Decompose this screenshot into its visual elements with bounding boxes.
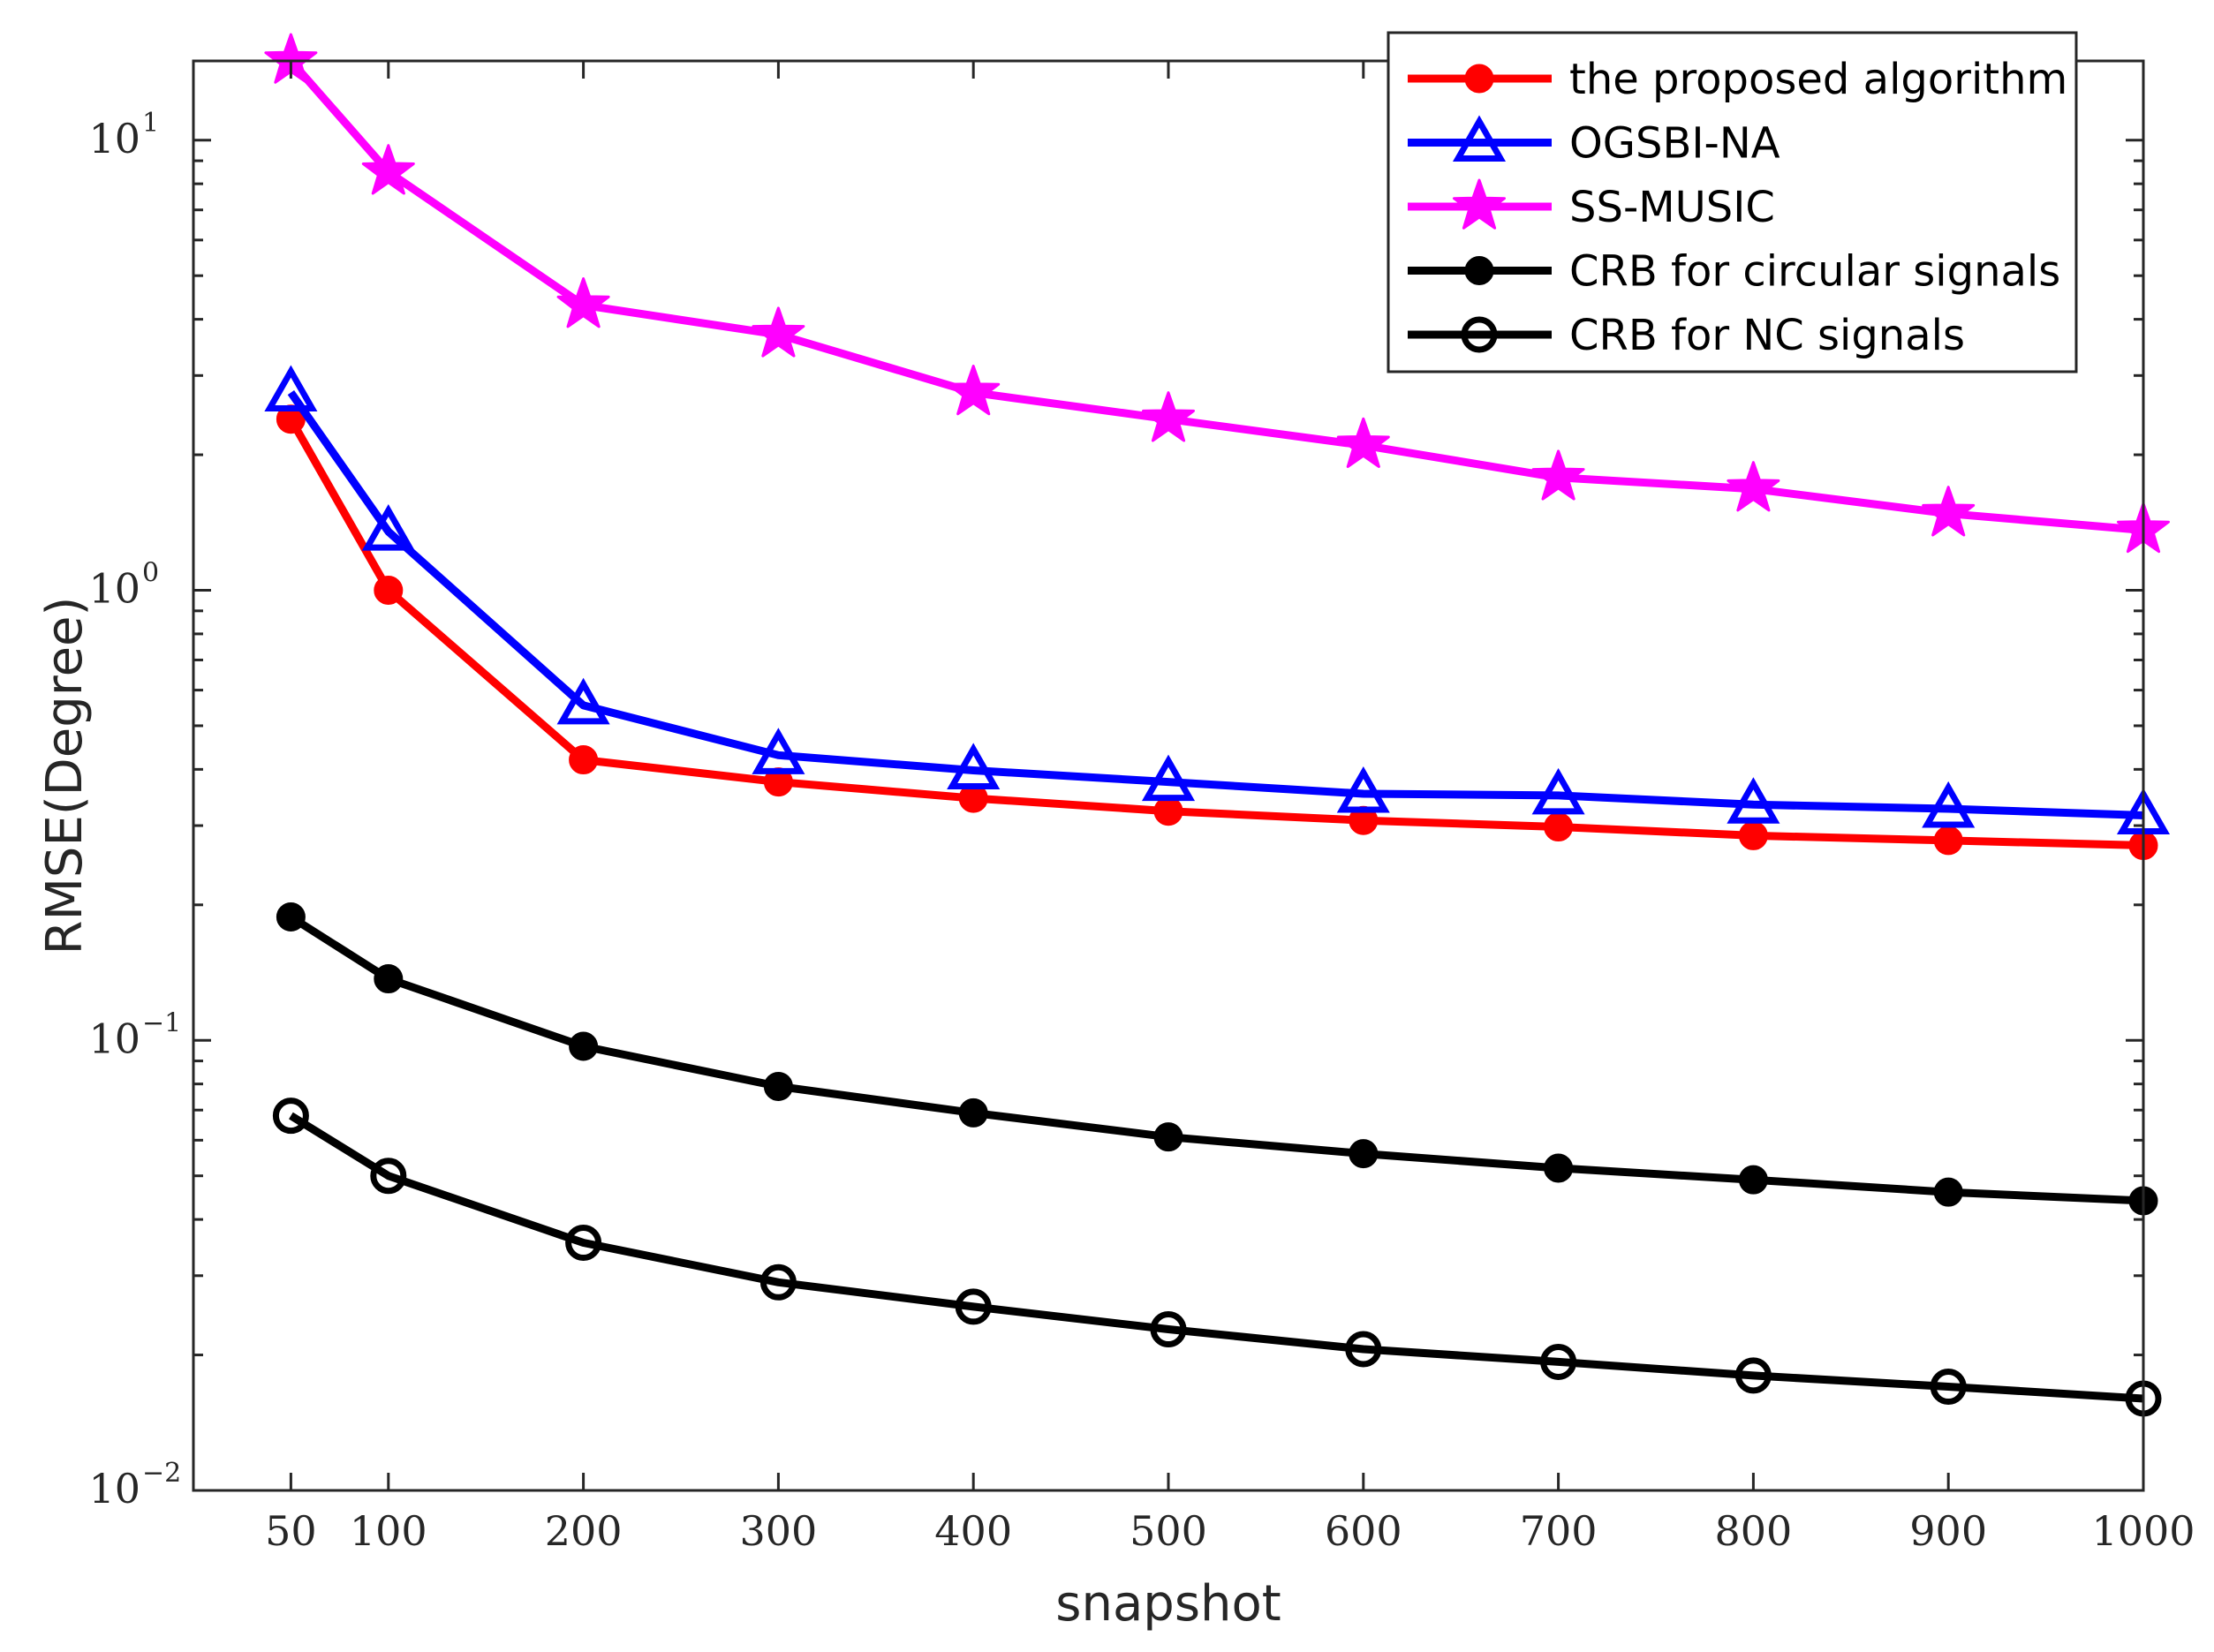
data-point (361, 504, 415, 551)
data-point (1153, 1122, 1183, 1152)
legend-item: CRB for NC signals (1408, 311, 1965, 360)
x-tick-label: 50 (265, 1507, 317, 1555)
series-1 (264, 365, 2171, 835)
legend-label: SS-MUSIC (1569, 183, 1775, 232)
legend-label: CRB for NC signals (1569, 311, 1965, 360)
y-tick-label: 10 (88, 565, 140, 613)
data-point (1141, 754, 1196, 802)
data-point (1336, 766, 1390, 813)
y-tick-exponent: −1 (142, 1007, 181, 1038)
data-point (361, 144, 415, 195)
y-axis-title: RMSE(Degree) (36, 597, 94, 955)
data-point (1142, 391, 1195, 442)
x-tick-label: 500 (1130, 1507, 1207, 1555)
y-tick-exponent: 0 (142, 558, 159, 589)
data-point (1540, 1343, 1577, 1380)
data-point (565, 1225, 602, 1262)
data-point (1930, 1369, 1967, 1406)
data-point (947, 365, 1001, 416)
data-point (947, 743, 1001, 789)
y-tick-label: 10 (88, 1015, 140, 1062)
data-point (569, 1031, 599, 1061)
data-point (276, 902, 306, 932)
x-axis-title: snapshot (1055, 1575, 1281, 1633)
legend-item: CRB for circular signals (1408, 247, 2060, 297)
data-point (752, 728, 805, 774)
data-point (1544, 1153, 1574, 1183)
data-point (955, 1288, 992, 1325)
data-point (958, 1098, 988, 1128)
y-tick-exponent: −2 (142, 1458, 181, 1489)
legend-marker (1452, 115, 1507, 162)
x-tick-label: 700 (1520, 1507, 1598, 1555)
data-point (374, 576, 404, 606)
y-tick-base: 10 (88, 565, 140, 613)
legend-item: OGSBI-NA (1408, 115, 1780, 169)
series-line (287, 390, 2144, 819)
legend: the proposed algorithm OGSBI-NA SS-MUSIC CR… (1387, 31, 2078, 373)
data-point (569, 745, 599, 775)
data-point (272, 1098, 309, 1135)
data-point (370, 1158, 407, 1195)
data-point (1734, 1357, 1772, 1394)
series-2 (264, 33, 2170, 554)
x-tick-label: 300 (739, 1507, 817, 1555)
data-point (1544, 812, 1574, 842)
y-tick-base: 10 (88, 1015, 140, 1062)
data-point (1531, 767, 1585, 815)
x-tick-label: 900 (1909, 1507, 1987, 1555)
series-3 (276, 902, 2158, 1216)
data-point (752, 306, 805, 358)
x-tick-label: 200 (545, 1507, 623, 1555)
data-point (1349, 1139, 1379, 1169)
data-point (1933, 826, 1963, 856)
x-tick-label: 600 (1325, 1507, 1402, 1555)
data-point (1727, 777, 1780, 824)
legend-marker (1464, 64, 1494, 94)
data-point (763, 1071, 793, 1101)
data-point (1922, 781, 1976, 828)
legend-item: SS-MUSIC (1408, 178, 1775, 232)
x-tick-label: 1000 (2091, 1507, 2195, 1555)
y-tick-exponent: 1 (142, 108, 159, 139)
data-point (1336, 417, 1390, 468)
series-line (289, 1112, 2144, 1403)
legend-label: CRB for circular signals (1569, 247, 2060, 297)
legend-marker (1464, 256, 1494, 285)
data-point (1738, 1165, 1768, 1195)
data-point (1150, 1311, 1187, 1348)
series-4 (272, 1098, 2162, 1417)
data-point (556, 677, 610, 725)
data-point (1738, 820, 1768, 850)
data-point (1153, 796, 1183, 826)
x-tick-label: 800 (1714, 1507, 1792, 1555)
data-point (1922, 486, 1976, 537)
legend-marker (1453, 178, 1506, 230)
data-point (374, 964, 404, 994)
data-point (264, 365, 318, 412)
series-0 (276, 404, 2158, 861)
legend-marker (1461, 316, 1498, 353)
data-point (759, 1264, 797, 1301)
legend-label: OGSBI-NA (1569, 119, 1780, 169)
data-point (1933, 1177, 1963, 1207)
data-point (1727, 461, 1780, 512)
data-point (1345, 1331, 1382, 1368)
legend-item: the proposed algorithm (1408, 55, 2067, 104)
y-tick-label: 10 (88, 115, 140, 162)
y-tick-base: 10 (88, 115, 140, 162)
x-tick-label: 400 (934, 1507, 1012, 1555)
series-layer (264, 33, 2171, 1417)
data-point (1531, 449, 1585, 501)
data-point (556, 277, 610, 328)
axes-box (192, 59, 2145, 1492)
y-tick-label: 10 (88, 1465, 140, 1512)
y-tick-base: 10 (88, 1465, 140, 1512)
legend-box (1387, 31, 2078, 373)
x-tick-label: 100 (350, 1507, 427, 1555)
legend-label: the proposed algorithm (1569, 55, 2067, 104)
